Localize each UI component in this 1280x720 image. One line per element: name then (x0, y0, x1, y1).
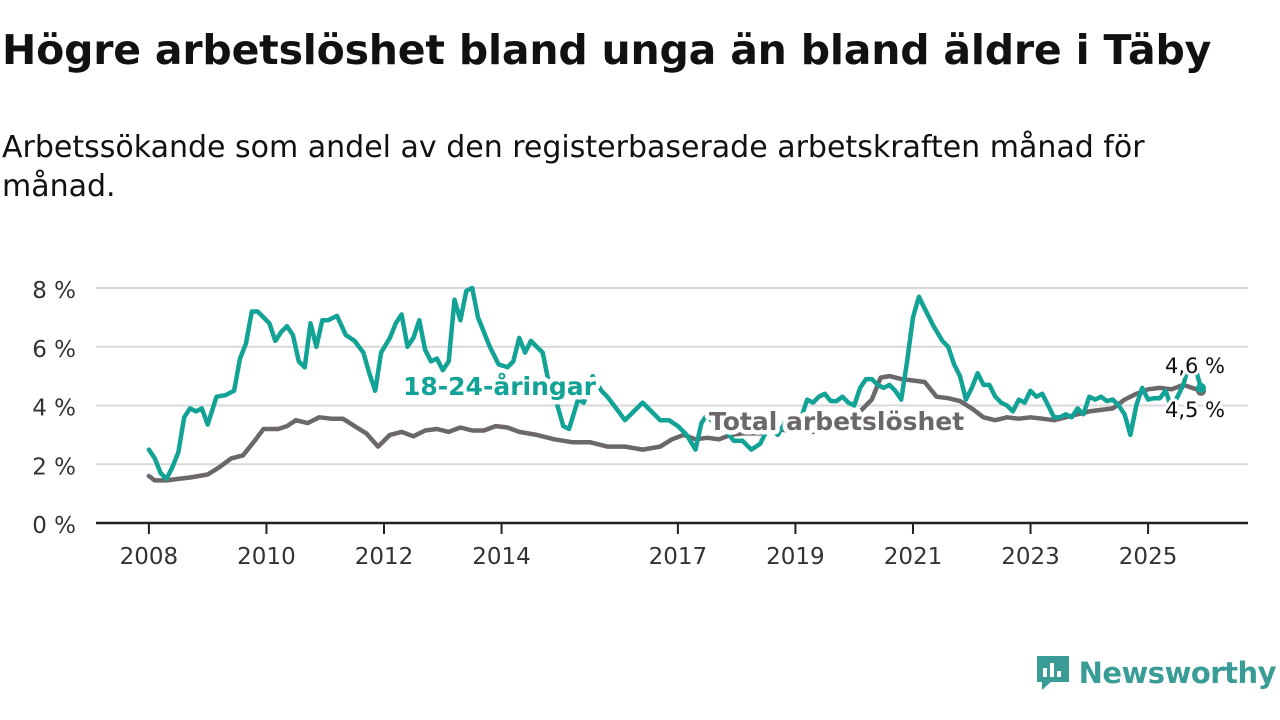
end-label-total-halo: 4,5 % (1165, 398, 1225, 422)
x-tick-label: 2019 (766, 544, 825, 570)
y-tick-label: 6 % (32, 337, 76, 363)
series-label-total-halo: Total arbetslöshet (709, 407, 964, 436)
brand-name: Newsworthy (1078, 656, 1277, 690)
chart-title: Högre arbetslöshet bland unga än bland ä… (2, 26, 1212, 74)
newsworthy-logo-icon (1036, 656, 1069, 690)
x-tick-label: 2025 (1119, 544, 1178, 570)
y-axis-ticks: 0 % 2 % 4 % 6 % 8 % (32, 278, 76, 539)
x-tick-label: 2010 (237, 544, 296, 570)
x-tick-label: 2012 (355, 544, 414, 570)
x-tick-label: 2021 (884, 544, 943, 570)
x-tick-label: 2008 (120, 544, 179, 570)
series-label-young-halo: 18-24-åringar (403, 372, 597, 401)
y-tick-label: 2 % (32, 454, 76, 480)
y-tick-label: 0 % (32, 513, 76, 539)
x-tick-label: 2023 (1001, 544, 1060, 570)
chart-subtitle: Arbetssökande som andel av den registerb… (2, 130, 1145, 204)
series-end-dot (1195, 382, 1206, 393)
y-tick-label: 8 % (32, 278, 76, 304)
newsworthy-logo: Newsworthy (1035, 652, 1277, 694)
end-label-young-halo: 4,6 % (1165, 354, 1225, 378)
x-tick-label: 2017 (649, 544, 708, 570)
x-axis-ticks: 2008 2010 2012 2014 2017 2019 2021 2023 2025 (96, 521, 1248, 570)
y-tick-label: 4 % (32, 396, 76, 422)
series-label-young: 18-24-åringar (403, 372, 597, 401)
end-label-young: 4,6 % (1165, 354, 1225, 378)
grid-lines (96, 287, 1248, 466)
x-tick-label: 2014 (472, 544, 531, 570)
series-lines (146, 285, 1206, 483)
series-label-total: Total arbetslöshet (709, 407, 964, 436)
series-line-1 (146, 285, 1204, 482)
end-label-total: 4,5 % (1165, 398, 1225, 422)
